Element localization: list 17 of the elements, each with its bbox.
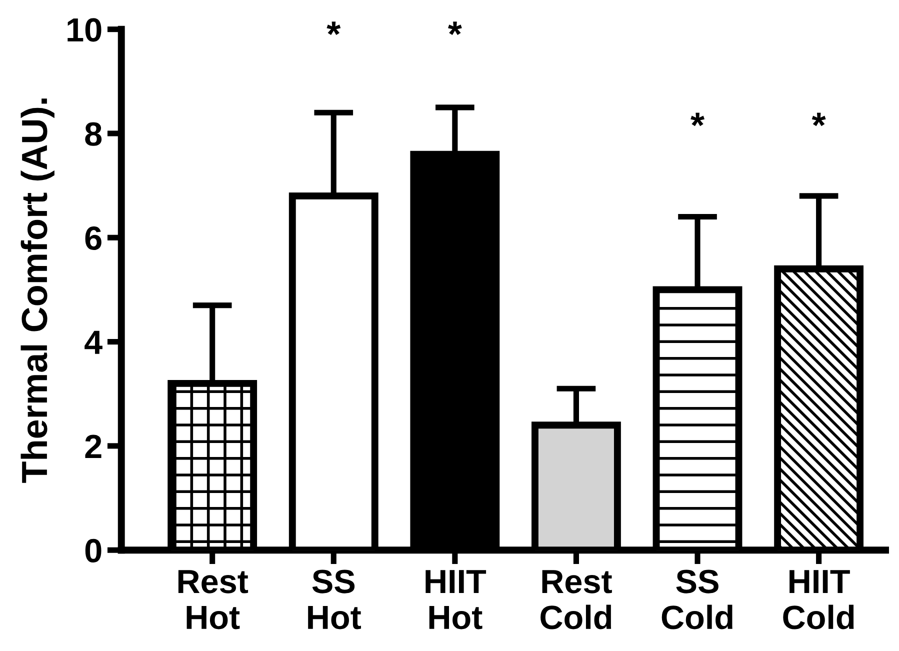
annotation: * [448,22,462,36]
y-tick-label: 8 [85,122,102,146]
y-tick-label: 4 [84,330,102,354]
annotation: * [326,22,341,36]
y-tick-label: 10 [68,18,102,42]
x-tick-label: HIIT Hot [426,570,486,630]
y-axis-title: Thermal Comfort (AU). [20,98,54,483]
annotation: * [812,112,826,126]
x-tick-label: SS Cold [662,570,732,630]
y-tick-label: 2 [85,434,102,458]
x-tick-label: Rest Hot [178,570,248,630]
y-tick-label: 6 [85,226,102,250]
y-tick-label: 0 [85,538,102,562]
x-tick-label: Rest Cold [540,570,612,630]
annotation: * [690,112,704,126]
x-tick-label: HIIT Cold [783,570,854,630]
x-tick-label: SS Hot [308,570,361,630]
